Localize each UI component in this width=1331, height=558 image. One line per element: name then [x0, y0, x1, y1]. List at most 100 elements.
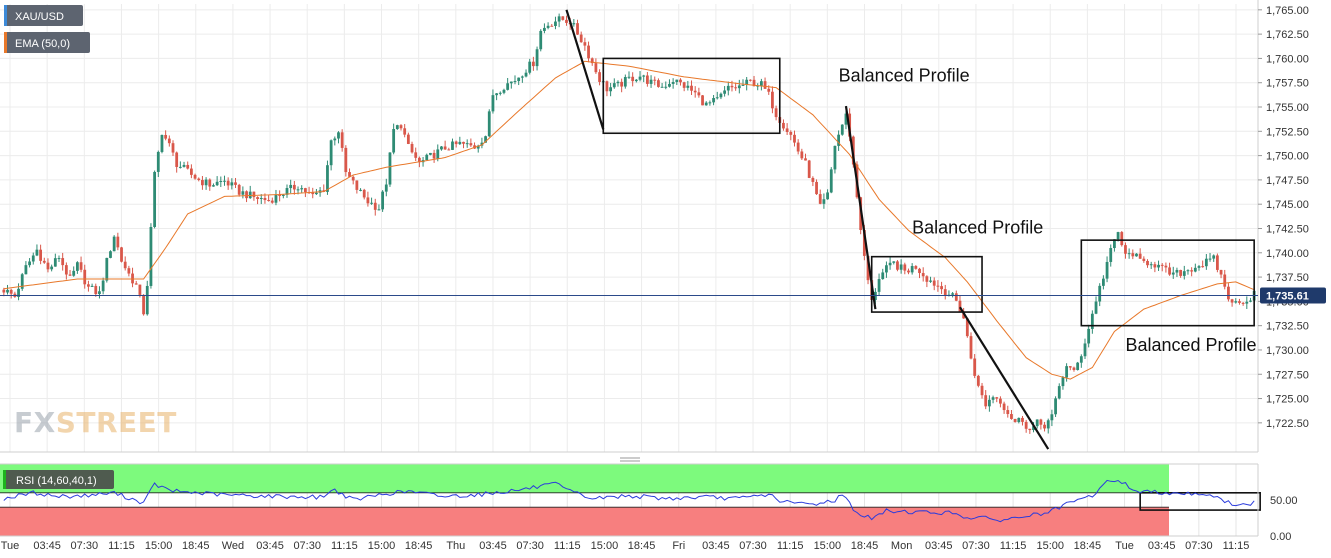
candle-body	[737, 85, 741, 89]
candle-body	[940, 286, 943, 290]
candle-body	[491, 95, 495, 112]
candle-body	[910, 266, 914, 273]
candle-body	[1164, 265, 1168, 268]
candle-body	[745, 79, 749, 85]
symbol-label: XAU/USD	[15, 11, 64, 23]
candle-body	[785, 128, 789, 133]
balanced-profile-box	[602, 57, 781, 135]
time-tick-label: 18:45	[182, 540, 210, 552]
candle-body	[1201, 266, 1205, 268]
candle-body	[638, 76, 642, 80]
candle-body	[715, 97, 719, 99]
trend-line	[959, 306, 1050, 450]
candle-body	[267, 200, 271, 202]
candle-body	[344, 147, 348, 173]
candle-body	[804, 158, 807, 161]
candle-body	[201, 179, 204, 186]
time-tick-label: 18:45	[405, 540, 433, 552]
time-tick-label: Tue	[1, 540, 20, 552]
candle-body	[984, 395, 988, 407]
grid-lines	[0, 4, 1258, 536]
candle-body	[329, 140, 333, 166]
candle-body	[554, 21, 557, 27]
price-tick-label: 1,757.50	[1266, 78, 1309, 90]
rsi-badge[interactable]: RSI (14,60,40,1)	[3, 470, 114, 489]
candle-body	[686, 85, 690, 88]
candle-body	[384, 184, 388, 192]
ema-badge[interactable]: EMA (50,0)	[4, 32, 90, 53]
candle-body	[664, 86, 668, 88]
candle-body	[789, 132, 793, 135]
candle-body	[506, 83, 510, 90]
candle-body	[726, 85, 730, 91]
time-axis: Tue 03:45 07:30 11:15 15:00 18:45 Wed 03:45 07:3…	[1, 540, 1250, 552]
candle-body	[315, 192, 318, 195]
price-tick-label: 1,740.00	[1266, 248, 1309, 260]
candle-body	[487, 111, 491, 137]
candle-body	[1032, 426, 1035, 431]
price-tick-label: 1,742.50	[1266, 223, 1309, 235]
candle-body	[164, 134, 168, 139]
candle-body	[1153, 264, 1157, 268]
candle-body	[373, 202, 377, 210]
trend-drawings: Balanced Profile Balanced Profile Balanced…	[565, 9, 1261, 511]
candle-body	[303, 188, 307, 193]
candle-body	[962, 312, 966, 319]
candle-body	[149, 226, 153, 286]
pane-divider-handle[interactable]	[620, 457, 640, 462]
ema-line	[3, 60, 1255, 380]
candle-body	[774, 108, 778, 118]
candle-body	[123, 261, 127, 269]
candle-body	[230, 182, 234, 186]
candle-body	[153, 171, 157, 227]
candle-body	[116, 236, 120, 248]
candle-body	[697, 92, 701, 96]
candle-body	[57, 258, 61, 260]
candle-body	[826, 192, 829, 200]
candle-body	[877, 279, 881, 292]
candle-body	[973, 358, 977, 376]
candle-body	[270, 200, 274, 203]
candle-body	[899, 264, 903, 270]
candle-body	[403, 128, 407, 135]
candle-body	[1197, 266, 1201, 268]
annotation-label: Balanced Profile	[1125, 335, 1256, 355]
candle-body	[921, 273, 925, 277]
time-tick-label: Mon	[891, 540, 912, 552]
candle-body	[565, 19, 568, 23]
candle-body	[873, 291, 877, 301]
candle-body	[653, 79, 657, 81]
candle-body	[495, 93, 499, 96]
candle-body	[31, 255, 35, 262]
candle-body	[42, 260, 46, 263]
candle-body	[609, 87, 613, 92]
candle-body	[657, 80, 660, 87]
candle-body	[995, 397, 999, 399]
trend-line	[844, 105, 877, 310]
candle-body	[68, 274, 72, 276]
candle-body	[763, 81, 767, 89]
candle-body	[1157, 264, 1160, 268]
candle-body	[414, 152, 418, 158]
time-tick-label: 15:00	[368, 540, 396, 552]
candle-body	[61, 258, 65, 266]
symbol-badge[interactable]: XAU/USD	[4, 5, 83, 26]
candle-body	[1245, 301, 1249, 304]
candle-body	[818, 194, 822, 204]
candle-body	[256, 197, 259, 199]
candle-body	[392, 129, 396, 153]
candle-body	[366, 197, 370, 204]
price-tick-label: 1,727.50	[1266, 369, 1309, 381]
candle-body	[469, 143, 473, 146]
candle-body	[1179, 269, 1183, 276]
candle-body	[1010, 414, 1013, 419]
candle-body	[281, 194, 285, 196]
candle-body	[289, 184, 293, 189]
candle-body	[668, 83, 671, 87]
candle-body	[160, 134, 164, 152]
candle-body	[178, 166, 182, 168]
candle-body	[531, 61, 535, 67]
candle-body	[730, 85, 734, 88]
candle-body	[1113, 239, 1116, 249]
candle-body	[1234, 301, 1238, 303]
